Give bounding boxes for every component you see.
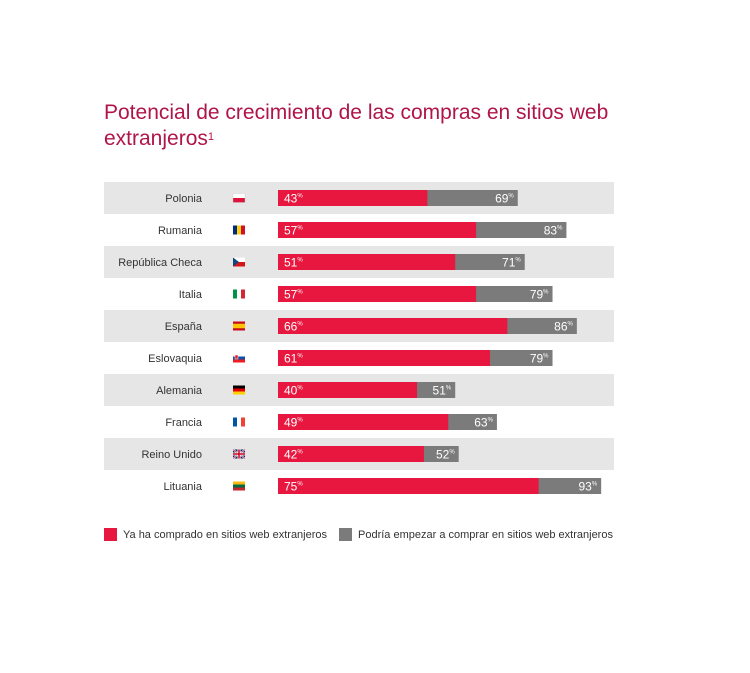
category-label: Rumania — [158, 225, 203, 237]
title-footnote: 1 — [207, 131, 215, 143]
flag-stripe — [233, 487, 245, 491]
legend-label-podria-empezar: Podría empezar a comprar en sitios web e… — [358, 528, 613, 541]
flag-italy-icon — [233, 289, 245, 299]
data-label-ya-comprado: 40% — [284, 384, 303, 398]
data-label-podria-empezar: 63% — [474, 416, 493, 430]
data-label-ya-comprado: 51% — [284, 256, 303, 270]
flag-border — [232, 193, 246, 203]
bar-ya-comprado — [278, 382, 417, 398]
flag-romania-icon — [233, 225, 245, 235]
flag-czech-icon — [233, 257, 245, 267]
flag-france-icon — [233, 417, 245, 427]
category-label: Lituania — [163, 481, 202, 493]
category-label: Reino Unido — [141, 449, 202, 461]
flag-stripe — [233, 385, 245, 389]
flag-slovakia-icon — [233, 353, 245, 363]
data-label-ya-comprado: 61% — [284, 352, 303, 366]
flag-stripe — [233, 353, 245, 357]
category-label: Italia — [179, 289, 203, 301]
flag-stripe — [233, 359, 245, 363]
bar-ya-comprado — [278, 286, 477, 302]
legend-item-ya-comprado: Ya ha comprado en sitios web extranjeros — [104, 528, 327, 541]
category-label: República Checa — [118, 257, 203, 269]
data-label-podria-empezar: 52% — [436, 448, 455, 462]
data-label-podria-empezar: 79% — [530, 288, 549, 302]
bar-ya-comprado — [278, 222, 477, 238]
flag-stripe — [233, 289, 237, 299]
data-label-ya-comprado: 42% — [284, 448, 303, 462]
bar-ya-comprado — [278, 350, 490, 366]
data-label-ya-comprado: 49% — [284, 416, 303, 430]
flag-stripe — [233, 193, 245, 198]
data-label-podria-empezar: 51% — [433, 384, 452, 398]
bar-ya-comprado — [278, 318, 508, 334]
category-label: Alemania — [156, 385, 203, 397]
flag-stripe — [237, 417, 241, 427]
data-label-podria-empezar: 86% — [554, 320, 573, 334]
data-label-ya-comprado: 66% — [284, 320, 303, 334]
flag-uk-icon — [232, 448, 246, 460]
category-label: Eslovaquia — [148, 353, 203, 365]
legend-label-ya-comprado: Ya ha comprado en sitios web extranjeros — [123, 528, 328, 541]
bar-ya-comprado — [278, 254, 456, 270]
data-label-podria-empezar: 79% — [530, 352, 549, 366]
flag-stripe — [233, 198, 245, 203]
flag-cross — [233, 453, 245, 455]
flag-stripe — [233, 257, 245, 262]
flag-stripe — [237, 225, 241, 235]
flag-poland-icon — [232, 193, 246, 203]
flag-stripe — [237, 289, 241, 299]
flag-stripe — [233, 262, 245, 267]
flag-triangle — [233, 257, 239, 267]
flag-stripe — [241, 417, 245, 427]
flag-stripe — [233, 391, 245, 395]
legend: Ya ha comprado en sitios web extranjeros… — [104, 528, 625, 541]
legend-item-podria-empezar: Podría empezar a comprar en sitios web e… — [339, 528, 613, 541]
legend-swatch-gray — [339, 528, 353, 541]
flag-emblem — [234, 354, 239, 360]
category-label: Francia — [165, 417, 203, 429]
data-label-ya-comprado: 57% — [284, 288, 303, 302]
legend-swatch-red — [104, 528, 117, 541]
flag-stripe — [233, 225, 237, 235]
flag-lithuania-icon — [233, 481, 245, 491]
data-label-podria-empezar: 93% — [578, 480, 597, 494]
bar-ya-comprado — [278, 414, 449, 430]
flag-stripe — [233, 388, 245, 392]
data-label-ya-comprado: 75% — [284, 480, 303, 494]
flag-spain-icon — [233, 321, 245, 331]
category-label: España — [165, 321, 203, 333]
category-label: Polonia — [165, 193, 203, 205]
flag-stripe — [233, 356, 245, 360]
flag-stripe — [233, 481, 245, 485]
flag-stripe — [241, 289, 245, 299]
flag-germany-icon — [233, 385, 245, 395]
flag-stripe — [233, 484, 245, 488]
bar-ya-comprado — [278, 190, 428, 206]
flag-stripe — [241, 225, 245, 235]
data-label-podria-empezar: 83% — [544, 224, 563, 238]
data-label-podria-empezar: 71% — [502, 256, 521, 270]
flag-stripe — [233, 323, 245, 329]
bar-ya-comprado — [278, 446, 424, 462]
data-label-ya-comprado: 57% — [284, 224, 303, 238]
bar-ya-comprado — [278, 478, 539, 494]
flag-stripe — [233, 417, 237, 427]
data-label-podria-empezar: 69% — [495, 192, 514, 206]
chart-title: Potencial de crecimiento de las compras … — [104, 101, 609, 150]
data-label-ya-comprado: 43% — [284, 192, 303, 206]
